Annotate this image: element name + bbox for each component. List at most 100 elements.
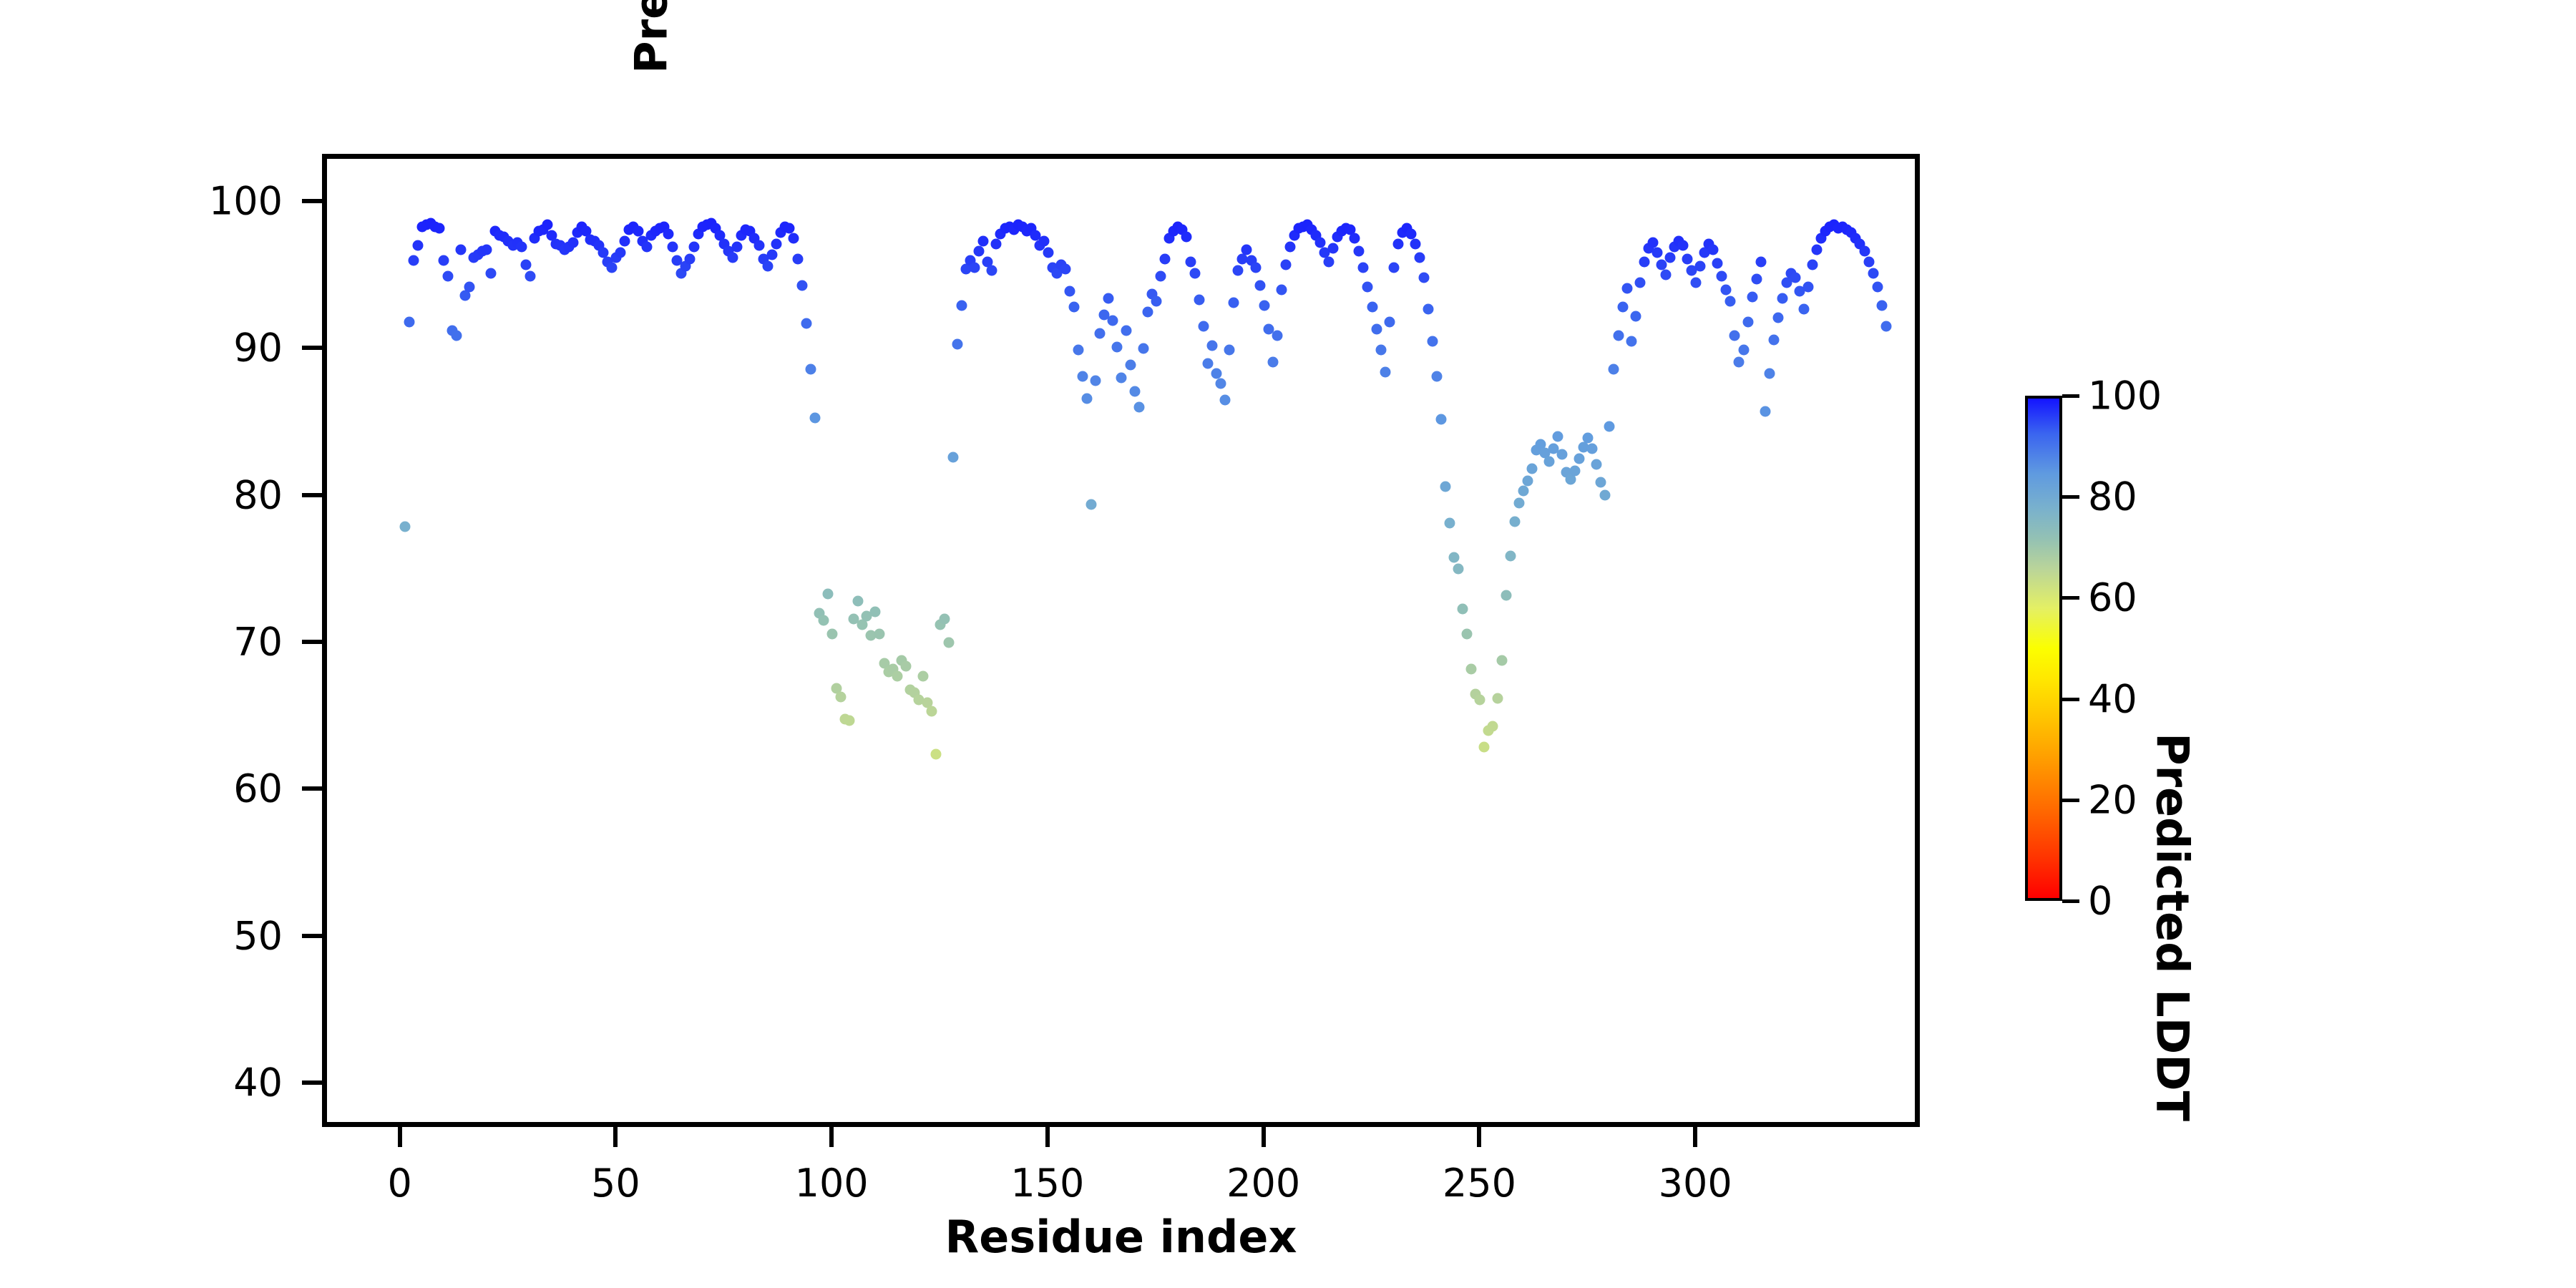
scatter-point (1513, 497, 1525, 509)
scatter-point (520, 259, 532, 270)
scatter-point (1733, 356, 1745, 367)
scatter-point (546, 230, 557, 241)
scatter-point (1664, 252, 1676, 263)
x-axis-tick (397, 1127, 402, 1147)
y-axis-tick (302, 346, 322, 351)
scatter-point (714, 230, 726, 241)
scatter-point (1138, 343, 1149, 354)
scatter-point (952, 338, 963, 350)
scatter-point (1505, 550, 1516, 562)
scatter-point (1414, 252, 1425, 263)
scatter-point (442, 270, 454, 282)
scatter-point (1314, 237, 1326, 248)
scatter-point (1241, 244, 1252, 255)
scatter-point (1129, 386, 1141, 397)
x-axis-tick-label: 250 (1442, 1161, 1516, 1206)
scatter-point (1764, 368, 1775, 379)
scatter-point (1206, 340, 1218, 351)
scatter-point (1522, 475, 1533, 487)
scatter-point (835, 691, 847, 703)
scatter-point (1068, 301, 1080, 313)
scatter-point (1030, 230, 1041, 241)
scatter-point (788, 233, 799, 244)
x-axis-tick-label: 150 (1010, 1161, 1085, 1206)
scatter-point (1772, 312, 1784, 323)
scatter-point (917, 670, 929, 682)
y-axis-tick (302, 933, 322, 938)
scatter-point (1578, 441, 1589, 453)
colorbar-tick (2062, 697, 2079, 701)
scatter-point (1392, 238, 1404, 250)
scatter-point (1267, 356, 1279, 367)
scatter-point (766, 249, 778, 260)
y-axis-tick (302, 492, 322, 497)
scatter-point (1224, 344, 1235, 356)
scatter-point (1094, 328, 1106, 339)
scatter-point (1276, 284, 1287, 296)
scatter-point (1043, 247, 1054, 258)
scatter-point (1121, 325, 1131, 336)
y-axis-tick (302, 1080, 322, 1085)
scatter-point (1453, 563, 1464, 575)
scatter-point (1518, 485, 1529, 497)
scatter-point (869, 606, 881, 618)
scatter-point (1444, 517, 1455, 529)
scatter-point (408, 255, 419, 266)
scatter-point (1085, 499, 1097, 510)
x-axis-tick-label: 50 (591, 1161, 640, 1206)
scatter-point (1478, 741, 1490, 753)
scatter-point (801, 318, 812, 329)
scatter-point (1081, 393, 1093, 404)
scatter-point (1630, 311, 1641, 322)
x-axis-tick-label: 300 (1658, 1161, 1732, 1206)
scatter-point (1509, 516, 1521, 527)
x-axis-tick-label: 100 (794, 1161, 869, 1206)
x-axis-tick-label: 0 (387, 1161, 412, 1206)
scatter-point (1232, 265, 1244, 276)
y-axis-tick-label: 90 (233, 325, 283, 371)
colorbar-tick-label: 20 (2088, 777, 2137, 823)
scatter-point (1539, 447, 1551, 459)
scatter-point (451, 330, 462, 341)
scatter-point (684, 253, 696, 265)
scatter-point (1535, 439, 1546, 450)
scatter-point (1448, 552, 1460, 563)
scatter-point (913, 694, 924, 706)
y-axis-tick-label: 50 (233, 913, 283, 959)
scatter-point (1375, 344, 1387, 356)
scatter-point (826, 628, 838, 640)
scatter-point (848, 613, 859, 625)
scatter-point (1859, 245, 1870, 257)
scatter-point (1716, 270, 1727, 282)
scatter-point (1574, 453, 1585, 464)
scatter-point (1362, 281, 1373, 293)
scatter-point (1724, 296, 1736, 307)
scatter-point (1038, 235, 1050, 247)
x-axis-tick (1045, 1127, 1050, 1147)
scatter-point (1501, 590, 1512, 601)
scatter-point (1410, 238, 1421, 250)
scatter-point (1677, 240, 1689, 251)
scatter-point (809, 412, 821, 424)
scatter-point (1357, 262, 1369, 273)
scatter-point (399, 521, 411, 532)
scatter-point (1768, 334, 1780, 346)
scatter-point (727, 252, 738, 263)
y-axis-tick-label: 100 (208, 178, 283, 224)
scatter-point (1250, 262, 1262, 273)
scatter-point (956, 300, 967, 311)
scatter-point (1811, 244, 1823, 255)
scatter-point (1647, 237, 1659, 248)
scatter-point (1077, 371, 1088, 382)
scatter-point (1457, 603, 1468, 615)
scatter-point (1548, 443, 1559, 454)
scatter-point (947, 452, 959, 463)
scatter-point (982, 256, 993, 268)
scatter-point (1418, 272, 1430, 283)
scatter-point (606, 262, 618, 273)
scatter-point (753, 240, 764, 251)
scatter-point (930, 748, 942, 760)
scatter-point (1699, 247, 1710, 258)
colorbar-tick-label: 100 (2088, 373, 2162, 419)
